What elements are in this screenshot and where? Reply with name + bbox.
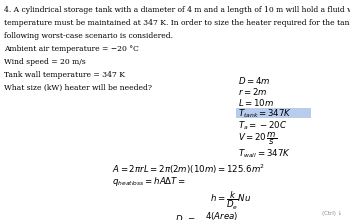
Text: $T_a = -20C$: $T_a = -20C$: [238, 119, 287, 132]
Text: $D = 4m$: $D = 4m$: [238, 75, 271, 86]
Text: $h = \dfrac{k}{D_e} Nu$: $h = \dfrac{k}{D_e} Nu$: [210, 190, 251, 212]
Text: 4. A cylindrical storage tank with a diameter of 4 m and a length of 10 m will h: 4. A cylindrical storage tank with a dia…: [4, 6, 350, 14]
Text: $T_{wall} = 347K$: $T_{wall} = 347K$: [238, 147, 291, 160]
Text: Tank wall temperature = 347 K: Tank wall temperature = 347 K: [4, 71, 125, 79]
Text: $D_e = $: $D_e = $: [175, 213, 196, 220]
Text: $V = 20\,\dfrac{m}{s}$: $V = 20\,\dfrac{m}{s}$: [238, 130, 277, 147]
Text: $r = 2m$: $r = 2m$: [238, 86, 267, 97]
Text: $L = 10m$: $L = 10m$: [238, 97, 274, 108]
Text: $T_{tank} = 347K$: $T_{tank} = 347K$: [238, 108, 292, 121]
Text: $q_{heatloss} = h A \Delta T =$: $q_{heatloss} = h A \Delta T =$: [112, 175, 186, 188]
FancyBboxPatch shape: [236, 108, 311, 118]
Text: What size (kW) heater will be needed?: What size (kW) heater will be needed?: [4, 84, 152, 92]
Text: Ambient air temperature = −20 °C: Ambient air temperature = −20 °C: [4, 45, 139, 53]
Text: $A = 2\pi rL = 2\pi(2m)(10m) = 125.6m^2$: $A = 2\pi rL = 2\pi(2m)(10m) = 125.6m^2$: [112, 163, 265, 176]
Text: $4(Area)$: $4(Area)$: [205, 210, 238, 220]
Text: Wind speed = 20 m/s: Wind speed = 20 m/s: [4, 58, 86, 66]
Text: temperature must be maintained at 347 K. In order to size the heater required fo: temperature must be maintained at 347 K.…: [4, 19, 350, 27]
Text: following worst-case scenario is considered.: following worst-case scenario is conside…: [4, 32, 173, 40]
Text: (Ctrl) ↓: (Ctrl) ↓: [322, 211, 342, 216]
